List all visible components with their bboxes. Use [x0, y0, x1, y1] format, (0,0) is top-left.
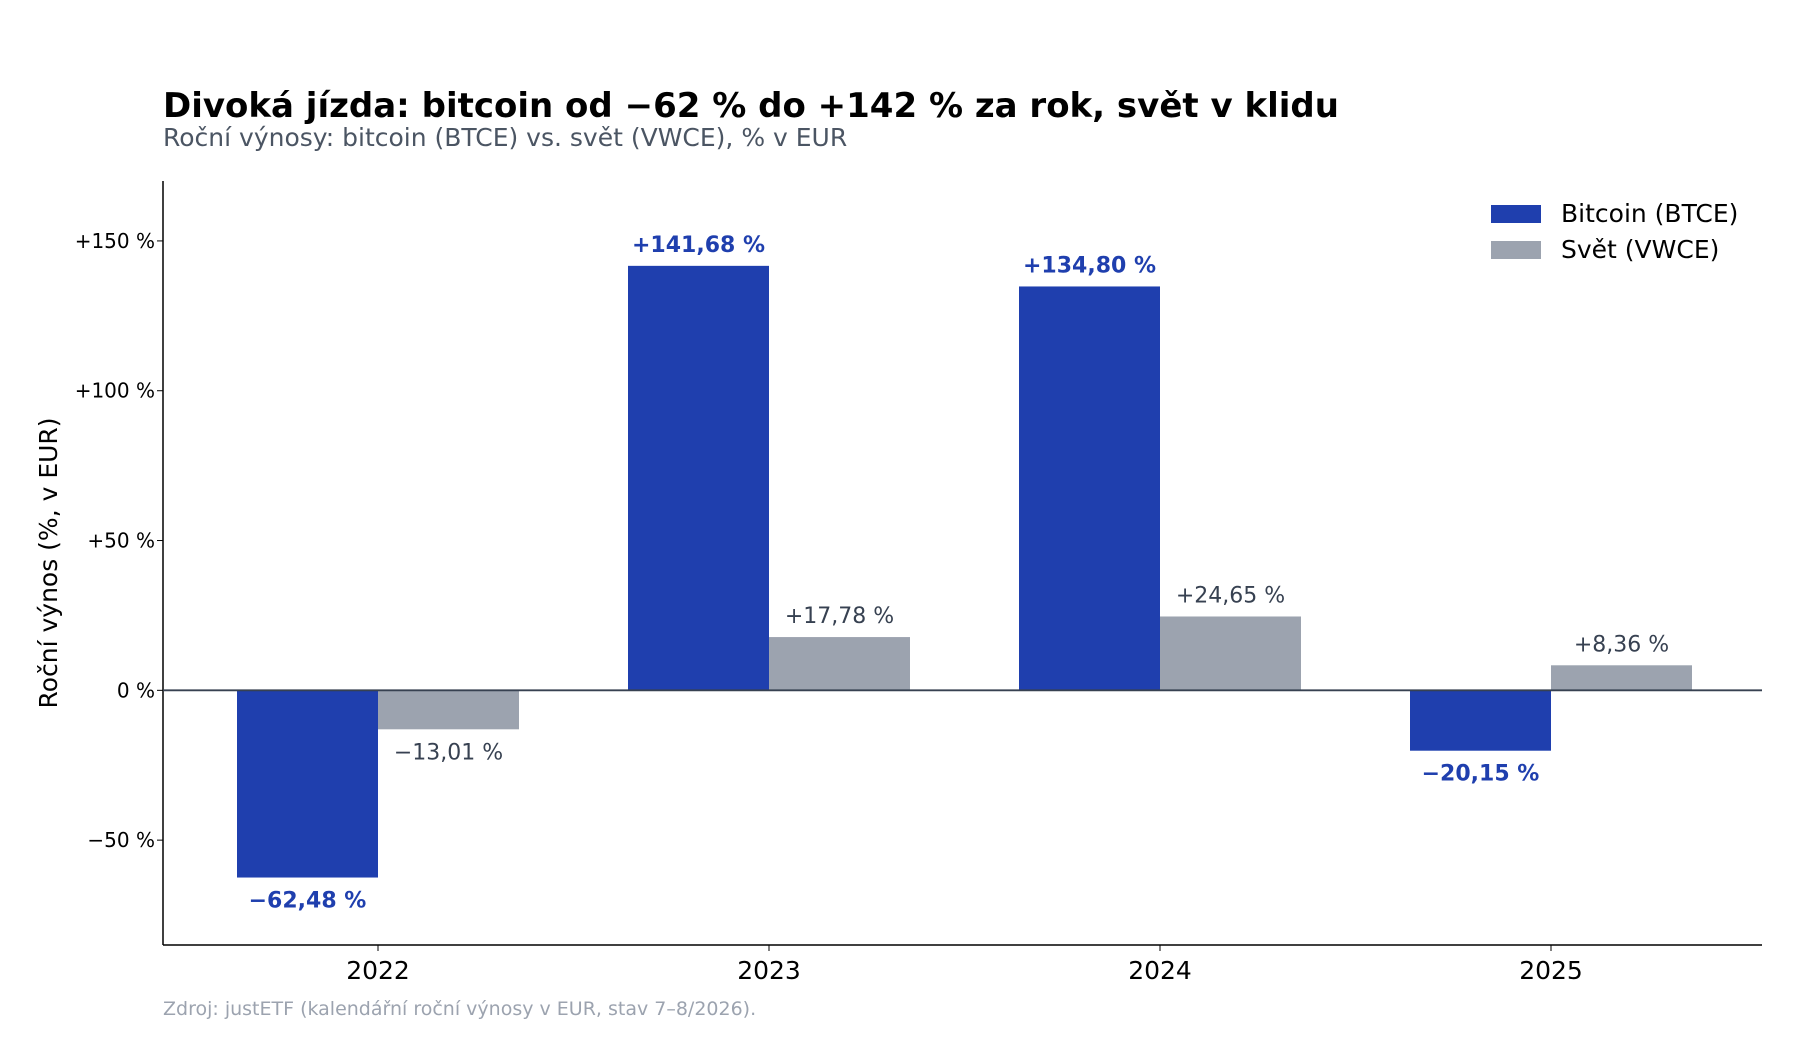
legend-label-btce: Bitcoin (BTCE) [1561, 199, 1738, 228]
legend-label-vwce: Svět (VWCE) [1561, 235, 1719, 264]
bar-vwce [769, 637, 910, 691]
data-label-btce: −62,48 % [249, 889, 367, 914]
source-note: Zdroj: justETF (kalendářní roční výnosy … [163, 998, 756, 1020]
y-tick-label: +150 % [75, 229, 155, 253]
y-tick-label: −50 % [87, 828, 155, 852]
bar-vwce [1160, 616, 1301, 691]
bar-btce [628, 265, 769, 691]
legend: Bitcoin (BTCE) Svět (VWCE) [1491, 199, 1738, 264]
y-tick-label: 0 % [117, 678, 155, 702]
x-tick-label: 2025 [1519, 956, 1583, 985]
y-tick-label: +100 % [75, 379, 155, 403]
bar-btce [1410, 690, 1551, 751]
data-label-vwce: −13,01 % [394, 740, 503, 765]
bar-vwce [378, 690, 519, 730]
chart-title: Divoká jízda: bitcoin od −62 % do +142 %… [163, 86, 1339, 126]
y-tick-label: +50 % [87, 529, 155, 553]
x-tick-label: 2022 [346, 956, 410, 985]
data-label-btce: −20,15 % [1422, 762, 1540, 787]
chart-subtitle: Roční výnosy: bitcoin (BTCE) vs. svět (V… [163, 123, 847, 152]
x-tick-label: 2023 [737, 956, 801, 985]
data-label-vwce: +8,36 % [1574, 632, 1669, 657]
data-label-vwce: +24,65 % [1176, 583, 1285, 608]
bar-btce [237, 690, 378, 878]
y-axis-label: Roční výnos (%, v EUR) [34, 417, 63, 708]
legend-swatch-btce [1491, 205, 1541, 223]
data-label-btce: +141,68 % [632, 233, 765, 258]
bar-btce [1019, 286, 1160, 691]
data-label-btce: +134,80 % [1023, 253, 1156, 278]
plot-area: −50 % 0 % +50 % +100 % +150 % −62,48 % −13,01 … [75, 181, 1762, 985]
bar-vwce [1551, 665, 1692, 691]
data-label-vwce: +17,78 % [785, 604, 894, 629]
x-tick-label: 2024 [1128, 956, 1192, 985]
legend-swatch-vwce [1491, 241, 1541, 259]
